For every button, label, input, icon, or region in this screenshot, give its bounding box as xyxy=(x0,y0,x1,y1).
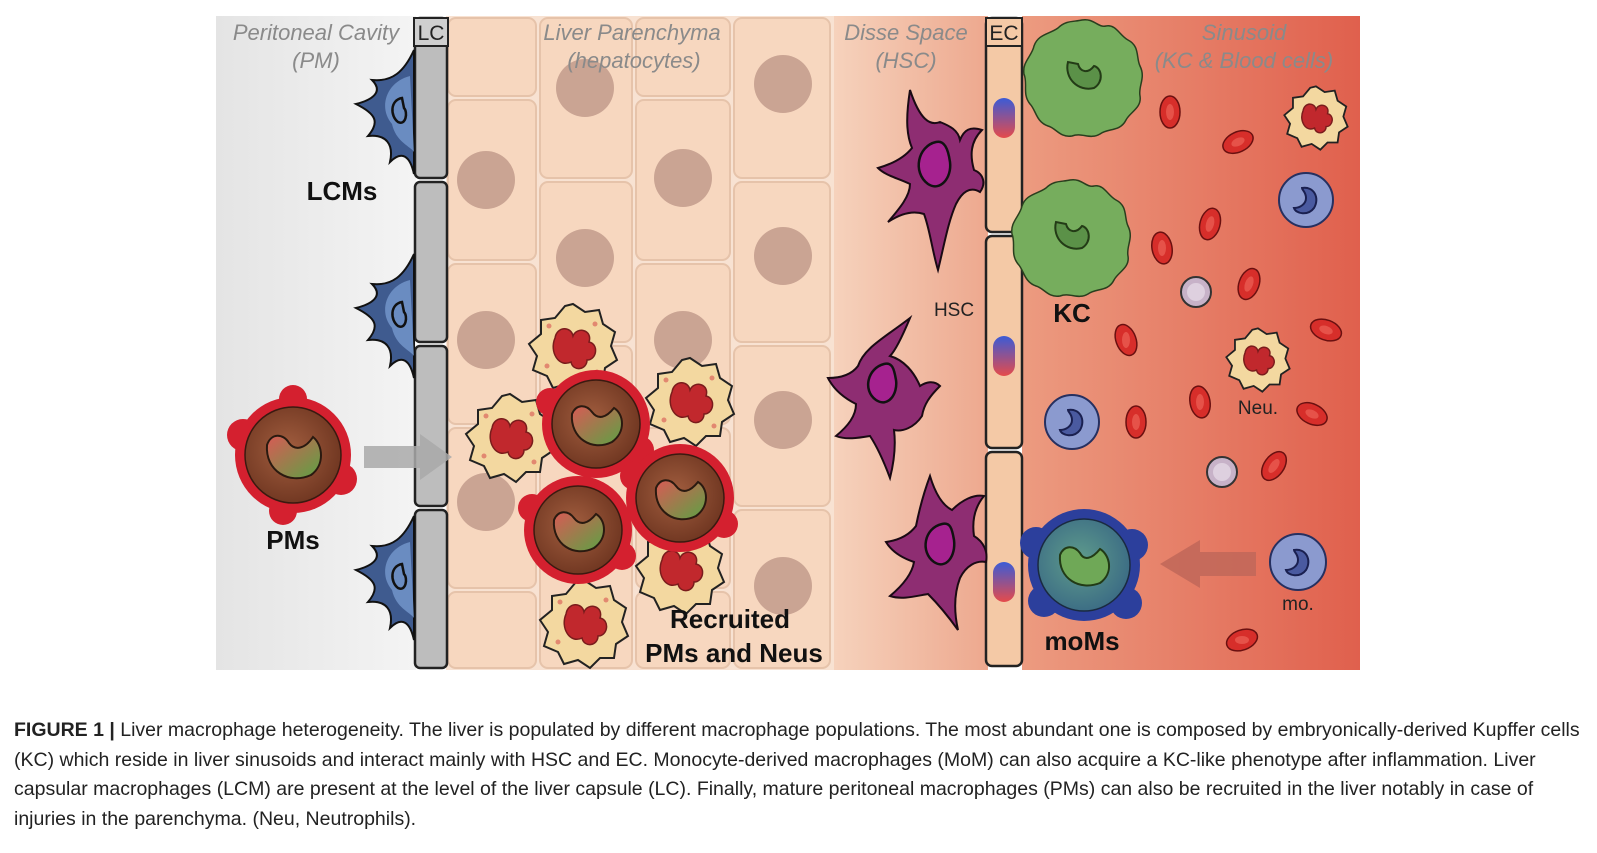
hepatocyte-nucleus xyxy=(654,149,712,207)
hsc-cell xyxy=(884,472,988,631)
recruited-pm-cells xyxy=(518,370,738,584)
peritoneal-title: Peritoneal Cavity xyxy=(233,20,401,45)
hsc-cell xyxy=(876,89,985,274)
mom-cell xyxy=(1020,509,1148,621)
figure-caption: FIGURE 1 | Liver macrophage heterogeneit… xyxy=(14,716,1584,834)
lcm-cells xyxy=(353,49,415,641)
capsule-cell xyxy=(413,180,449,344)
disse-title: Disse Space xyxy=(844,20,968,45)
kc-cell xyxy=(1023,19,1143,138)
hepatocyte-nucleus xyxy=(457,473,515,531)
hsc-cells xyxy=(826,89,988,631)
pms-label: PMs xyxy=(266,525,319,555)
peritoneal-subtitle: (PM) xyxy=(292,48,340,73)
recruited-label-line2: PMs and Neus xyxy=(645,638,823,668)
endothelial-nucleus xyxy=(993,98,1015,138)
neutrophil-cell xyxy=(538,578,630,670)
sinusoid-title: Sinusoid xyxy=(1202,20,1287,45)
parenchyma-title: Liver Parenchyma xyxy=(543,20,720,45)
hepatocyte-nucleus xyxy=(754,557,812,615)
neutrophil-cell xyxy=(464,392,556,484)
hepatocyte-nucleus xyxy=(654,311,712,369)
monocyte-cells xyxy=(1044,172,1334,591)
lc-label: LC xyxy=(418,22,445,45)
hepatocyte-nucleus xyxy=(754,391,812,449)
rbc-highlights xyxy=(1122,104,1333,644)
neutrophil-cells xyxy=(464,302,736,670)
hsc-label: HSC xyxy=(934,300,974,321)
capsule-cell xyxy=(413,344,449,508)
neutrophil-cell xyxy=(644,356,736,448)
liver-capsule xyxy=(413,16,449,670)
lcm-cell xyxy=(353,253,415,379)
neu-label: Neu. xyxy=(1238,398,1278,419)
kc-cells xyxy=(1011,19,1143,298)
lcm-cell xyxy=(353,515,415,641)
hepatocyte-nucleus xyxy=(754,227,812,285)
endothelial-nuclei xyxy=(993,98,1015,602)
capsule-cell xyxy=(413,508,449,670)
neutrophil-cell xyxy=(634,524,726,616)
endothelial-cell xyxy=(984,450,1024,668)
figure-number: FIGURE 1 | xyxy=(14,719,115,741)
recruitment-arrow-icon xyxy=(364,434,452,480)
hepatocyte xyxy=(447,17,537,97)
endothelial-nucleus xyxy=(993,562,1015,602)
hepatocyte xyxy=(635,17,731,97)
recruited-pm-cell xyxy=(518,476,636,584)
lcm-cell xyxy=(353,49,415,175)
lc-label-box xyxy=(413,17,449,47)
differentiation-arrow-icon xyxy=(1160,540,1256,588)
pm-cell xyxy=(227,385,357,525)
moms-label: moMs xyxy=(1044,626,1119,656)
platelets xyxy=(1180,276,1238,488)
neutrophil-cell xyxy=(1225,327,1291,393)
monocyte-cell xyxy=(1044,394,1100,450)
endothelial-nucleus xyxy=(993,336,1015,376)
kc-label: KC xyxy=(1053,298,1091,328)
monocyte-cell xyxy=(1269,533,1327,591)
hsc-cell xyxy=(826,314,942,482)
liver-macrophage-diagram: LC EC Peritoneal Cavity (PM) Liver Paren… xyxy=(216,16,1360,670)
parenchyma-subtitle: (hepatocytes) xyxy=(567,48,700,73)
sinusoid-subtitle: (KC & Blood cells) xyxy=(1155,48,1334,73)
hepatocyte-nucleus xyxy=(556,59,614,117)
neutrophil-cell xyxy=(1283,85,1349,151)
hepatocyte-nucleus xyxy=(457,311,515,369)
ec-label: EC xyxy=(989,22,1018,45)
disse-subtitle: (HSC) xyxy=(875,48,936,73)
hepatocyte-nucleus xyxy=(754,55,812,113)
sinusoid-neutrophils xyxy=(1225,85,1349,393)
ec-label-box xyxy=(985,17,1023,47)
hepatocyte-nucleus xyxy=(556,229,614,287)
kc-cell xyxy=(1011,179,1131,298)
hepatocyte-nucleus xyxy=(457,151,515,209)
recruited-label-line1: Recruited xyxy=(670,604,790,634)
hepatocyte xyxy=(447,591,537,669)
caption-text: Liver macrophage heterogeneity. The live… xyxy=(14,719,1580,830)
monocyte-cell xyxy=(1278,172,1334,228)
recruited-pm-cell xyxy=(620,444,738,552)
lcms-label: LCMs xyxy=(307,176,378,206)
hepatocyte-nuclei xyxy=(457,55,812,615)
mo-label: mo. xyxy=(1282,594,1314,615)
recruited-pm-cell xyxy=(536,370,654,478)
